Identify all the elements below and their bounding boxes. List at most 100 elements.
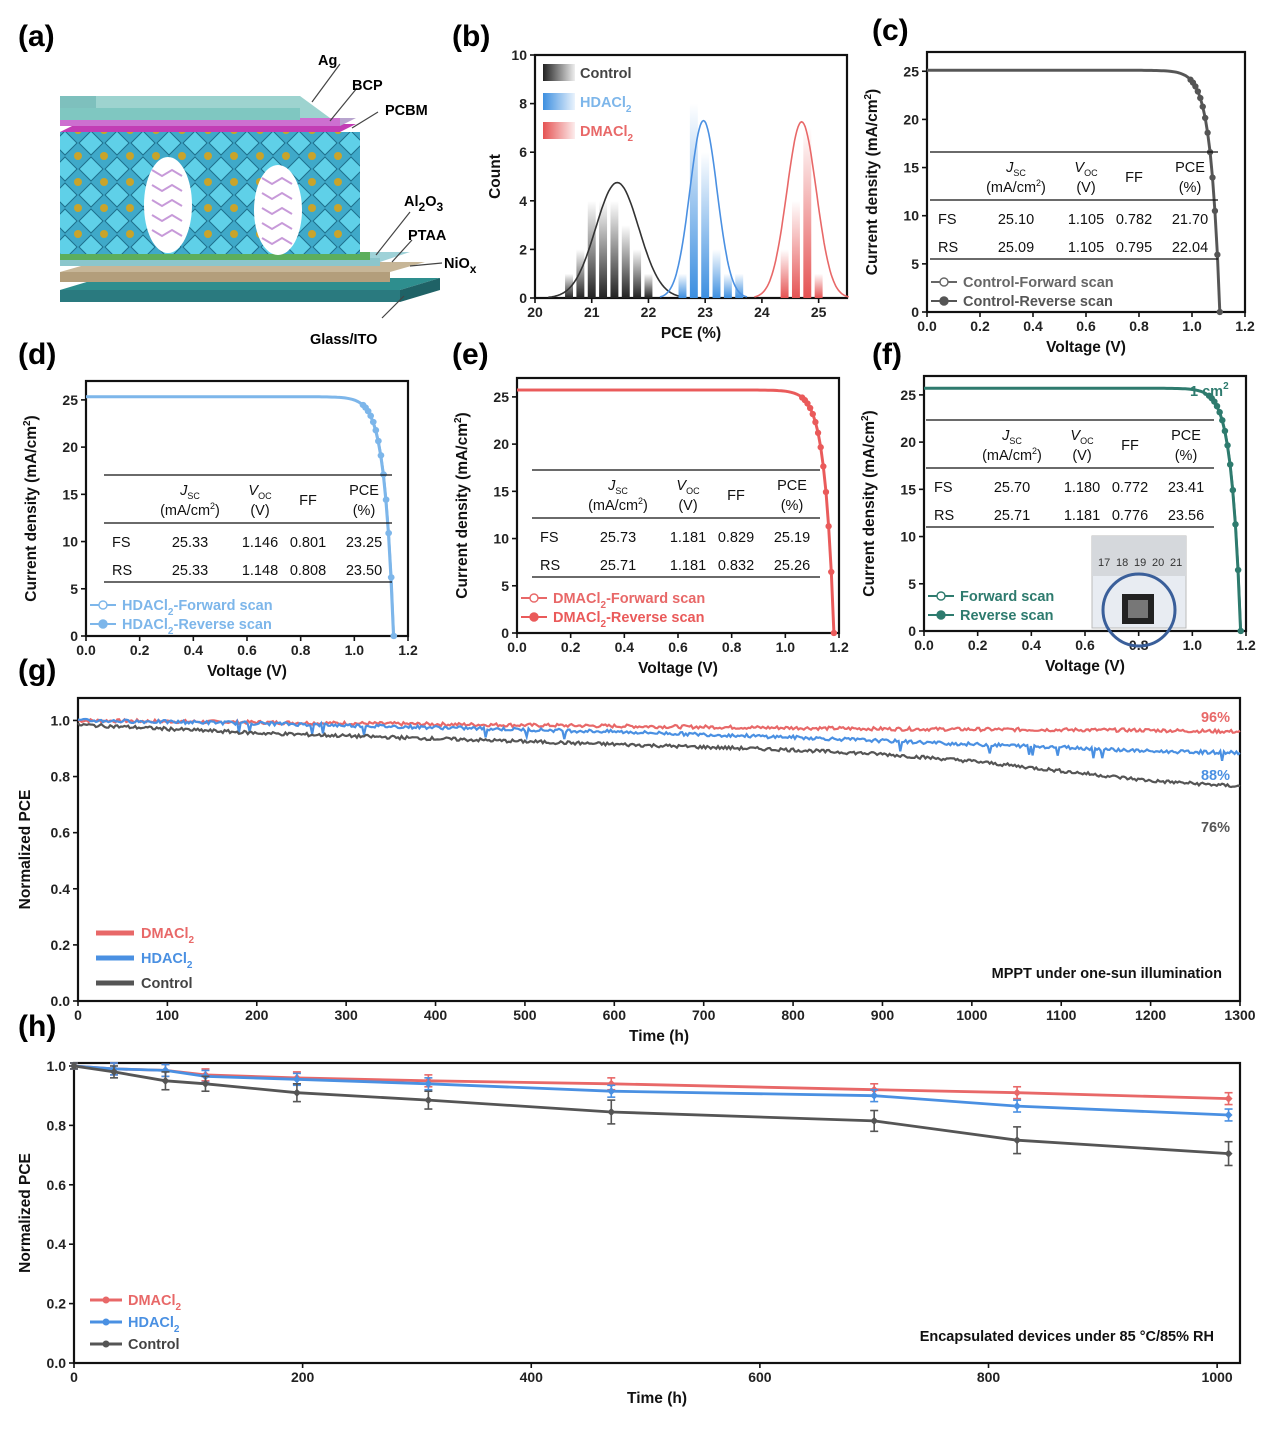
jv-marker-f-1-37	[1216, 409, 1223, 416]
table-cell-d-0-0: FS	[112, 535, 131, 551]
x-axis-label-e: Voltage (V)	[638, 660, 718, 677]
histogram-bar-0-2	[587, 200, 596, 298]
table-cell-c-1-2: 1.105	[1068, 240, 1104, 256]
table-header-pce-unit-e: (%)	[781, 498, 804, 514]
device-center	[1128, 600, 1148, 618]
x-tick-label-d-2: 0.4	[184, 642, 204, 658]
x-tick-label-e-6: 1.2	[829, 639, 849, 655]
x-tick-label-g-8: 800	[781, 1007, 805, 1023]
y-axis-label-c: Current density (mA/cm2)	[863, 89, 881, 275]
histogram-bar-0-0	[565, 273, 574, 298]
table-header-voc-c: VOC	[1074, 160, 1098, 178]
chart-d: 0.0 0.2 0.4 0.6 0.8 1.0 1.2 0 5 10 15 20 25 Voltage (…	[22, 379, 418, 680]
jv-marker-c-1-37	[1197, 94, 1204, 102]
annotation-h: Encapsulated devices under 85 °C/85% RH	[920, 1329, 1214, 1345]
x-tick-label-b-5: 25	[811, 304, 827, 320]
data-point-1-5	[424, 1079, 433, 1088]
table-cell-e-0-0: FS	[540, 530, 559, 546]
data-point-2-6	[607, 1108, 616, 1117]
jv-marker-f-1-35	[1211, 398, 1218, 405]
legend-marker-d-0	[98, 600, 108, 610]
histogram-bar-0-3	[599, 200, 608, 298]
histogram-bar-0-1	[576, 249, 585, 298]
jv-marker-e-1-39	[814, 429, 822, 437]
legend-marker-c-0	[939, 277, 949, 287]
ruler-number-0: 17	[1098, 557, 1110, 569]
y-tick-label-h-3: 0.6	[47, 1177, 67, 1193]
x-tick-label-g-11: 1100	[1046, 1007, 1077, 1023]
x-tick-label-g-12: 1200	[1135, 1007, 1166, 1023]
table-cell-f-1-3: 0.776	[1112, 508, 1148, 524]
annotation-g: MPPT under one-sun illumination	[992, 966, 1222, 982]
table-cell-f-1-2: 1.181	[1064, 508, 1100, 524]
table-header-voc-unit-e: (V)	[678, 498, 697, 514]
legend-label-b-2: DMACl2	[580, 124, 634, 144]
panel-label-g: (g)	[18, 654, 56, 687]
device-schematic: Ag BCP PCBM Al2O3 PTAA NiOx Glass/ITO	[60, 53, 477, 348]
jv-marker-f-1-36	[1214, 403, 1221, 410]
legend-marker-d-1	[98, 619, 108, 629]
legend-label-g-2: Control	[141, 976, 193, 992]
x-tick-label-e-3: 0.6	[668, 639, 688, 655]
x-tick-label-f-3: 0.6	[1075, 637, 1095, 653]
table-header-jsc-unit-e: (mA/cm2)	[588, 496, 648, 514]
x-tick-label-f-2: 0.4	[1022, 637, 1042, 653]
legend-label-e-1: DMACl2-Reverse scan	[553, 610, 704, 630]
histogram-bar-1-3	[712, 249, 721, 298]
jv-curve-e-1	[517, 389, 835, 634]
y-tick-label-c-2: 10	[903, 208, 919, 224]
y-tick-label-g-0: 0.0	[51, 993, 71, 1009]
legend-label-g-1: HDACl2	[141, 951, 193, 971]
jv-table-e: JSC(mA/cm2) VOC (V) FF PCE (%) FS 25.73 1.181 0.8…	[532, 469, 820, 578]
x-tick-label-h-4: 800	[977, 1369, 1001, 1385]
x-tick-label-d-5: 1.0	[345, 642, 365, 658]
chart-c: 0.0 0.2 0.4 0.6 0.8 1.0 1.2 0 5 10 15 20 25 Voltage (…	[863, 50, 1255, 356]
legend-label-g-0: DMACl2	[141, 926, 195, 946]
x-tick-label-g-3: 300	[334, 1007, 358, 1023]
legend-marker-e-1	[529, 612, 539, 622]
mppt-trace-1	[77, 717, 1241, 762]
gaussian-fit-0	[548, 181, 687, 299]
x-tick-label-b-4: 24	[754, 304, 770, 320]
layer-label-niox: NiOx	[444, 256, 477, 276]
table-cell-f-1-0: RS	[934, 508, 954, 524]
x-tick-label-d-0: 0.0	[76, 642, 96, 658]
table-header-voc-d: VOC	[248, 483, 272, 501]
x-tick-label-f-1: 0.2	[968, 637, 988, 653]
histogram-bar-2-3	[814, 273, 823, 298]
x-tick-label-e-5: 1.0	[776, 639, 796, 655]
table-header-voc-f: VOC	[1070, 428, 1094, 446]
x-axis-label-c: Voltage (V)	[1046, 339, 1126, 356]
table-cell-f-0-2: 1.180	[1064, 480, 1100, 496]
end-label-g-0: 96%	[1201, 710, 1230, 726]
x-tick-label-d-4: 0.8	[291, 642, 311, 658]
table-cell-d-0-1: 25.33	[172, 535, 208, 551]
y-tick-label-d-5: 25	[62, 392, 78, 408]
data-point-2-7	[870, 1116, 879, 1125]
table-cell-c-1-4: 22.04	[1172, 240, 1208, 256]
legend-marker-h-2	[102, 1340, 110, 1348]
table-cell-d-1-2: 1.148	[242, 563, 278, 579]
histogram-bar-2-1	[791, 200, 800, 298]
x-tick-label-b-1: 21	[584, 304, 600, 320]
jv-marker-e-1-44	[828, 568, 835, 576]
legend-label-f-0: Forward scan	[960, 589, 1054, 605]
y-tick-label-e-3: 15	[493, 483, 509, 499]
table-header-pce-f: PCE	[1171, 428, 1201, 444]
y-tick-label-f-5: 25	[900, 387, 916, 403]
x-axis-label-h: Time (h)	[627, 1390, 687, 1407]
jv-marker-c-1-39	[1202, 114, 1209, 122]
histogram-bar-2-2	[803, 127, 812, 299]
layer-label-ag: Ag	[318, 53, 337, 69]
histogram-bar-0-5	[621, 225, 630, 298]
x-tick-label-e-2: 0.4	[615, 639, 635, 655]
x-tick-label-g-9: 900	[871, 1007, 895, 1023]
y-tick-label-c-0: 0	[911, 304, 919, 320]
ruler-number-3: 20	[1152, 557, 1164, 569]
jv-marker-f-1-44	[1235, 566, 1242, 574]
y-tick-label-f-4: 20	[900, 434, 916, 450]
x-tick-label-d-6: 1.2	[398, 642, 418, 658]
jv-marker-c-1-43	[1211, 207, 1219, 215]
y-tick-label-c-1: 5	[911, 256, 919, 272]
